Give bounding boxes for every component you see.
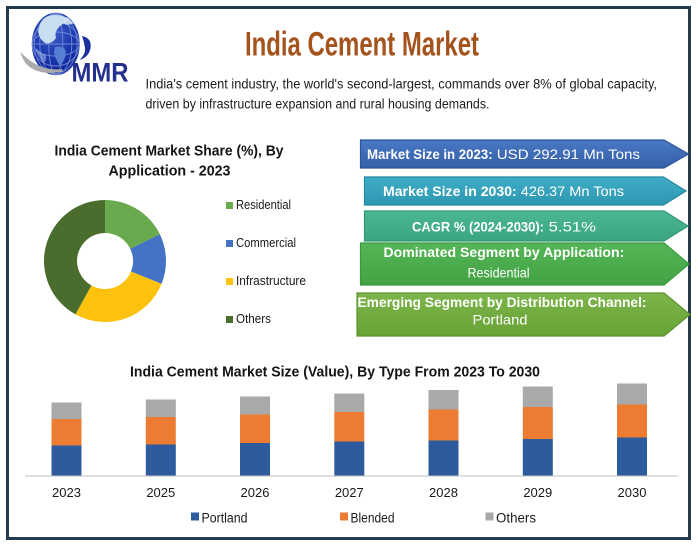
svg-text:Residential: Residential xyxy=(236,198,291,212)
svg-text:2029: 2029 xyxy=(523,485,552,500)
svg-text:MMR: MMR xyxy=(72,57,129,87)
svg-text:USD 292.91 Mn Tons: USD 292.91 Mn Tons xyxy=(493,146,640,162)
svg-text:India Cement Market Size (Valu: India Cement Market Size (Value), By Typ… xyxy=(130,365,540,381)
svg-text:Market Size in 2030:: Market Size in 2030: xyxy=(383,183,517,199)
svg-text:Portland: Portland xyxy=(473,312,528,328)
svg-text:India Cement Market Share (%),: India Cement Market Share (%), By xyxy=(55,143,285,160)
svg-text:2027: 2027 xyxy=(335,485,364,500)
svg-text:Others: Others xyxy=(236,312,271,326)
svg-text:426.37 Mn Tons: 426.37 Mn Tons xyxy=(517,183,624,199)
svg-text:Application - 2023: Application - 2023 xyxy=(109,163,231,180)
svg-text:2028: 2028 xyxy=(429,485,458,500)
svg-text:Residential: Residential xyxy=(468,265,530,281)
svg-text:2030: 2030 xyxy=(618,485,647,500)
svg-text:5.51%: 5.51% xyxy=(544,219,596,235)
svg-text:Market Size in 2023:: Market Size in 2023: xyxy=(367,146,493,162)
svg-text:Portland: Portland xyxy=(202,511,248,526)
svg-text:Others: Others xyxy=(496,511,536,526)
svg-text:Dominated Segment by Applicati: Dominated Segment by Application: xyxy=(384,244,625,260)
svg-text:driven by infrastructure expan: driven by infrastructure expansion and r… xyxy=(146,96,490,111)
svg-text:CAGR % (2024-2030):: CAGR % (2024-2030): xyxy=(412,219,544,235)
svg-text:2023: 2023 xyxy=(52,485,81,500)
svg-text:India's cement industry, the w: India's cement industry, the world's sec… xyxy=(146,77,658,92)
svg-text:Commercial: Commercial xyxy=(236,236,296,250)
svg-text:India Cement Market: India Cement Market xyxy=(245,26,479,64)
svg-text:Blended: Blended xyxy=(351,511,395,526)
svg-text:Emerging Segment by Distributi: Emerging Segment by Distribution Channel… xyxy=(358,294,647,310)
svg-text:2025: 2025 xyxy=(146,485,175,500)
svg-text:2026: 2026 xyxy=(241,485,270,500)
svg-text:Infrastructure: Infrastructure xyxy=(236,274,306,288)
